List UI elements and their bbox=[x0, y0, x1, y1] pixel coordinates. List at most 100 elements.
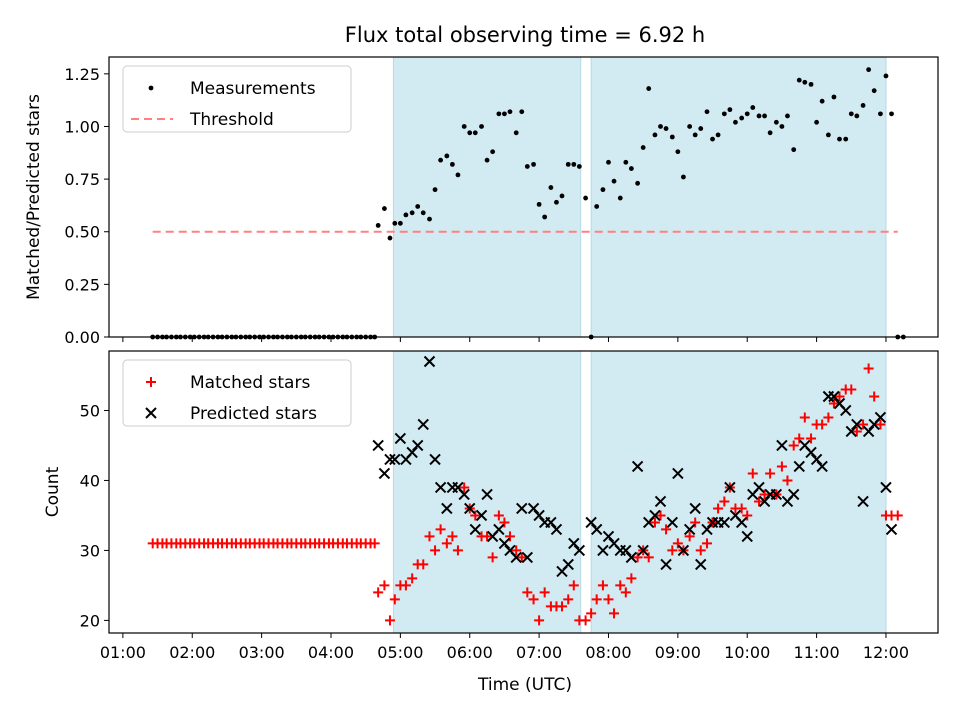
predicted-star-point bbox=[793, 460, 805, 473]
predicted-star-point bbox=[384, 453, 396, 466]
matched-star-point bbox=[892, 510, 903, 521]
predicted-star-point bbox=[510, 551, 522, 564]
predicted-star-point bbox=[776, 439, 788, 452]
matched-star-point bbox=[580, 615, 591, 626]
measurement-point bbox=[496, 111, 502, 117]
measurement-point bbox=[600, 187, 606, 193]
bottom-ytick-label: 40 bbox=[80, 471, 100, 490]
matched-star-point bbox=[435, 524, 446, 535]
bottom-ytick-label: 20 bbox=[80, 611, 100, 630]
measurement-point bbox=[831, 94, 837, 100]
bottom-legend: Matched stars Predicted stars bbox=[122, 359, 352, 427]
measurement-point bbox=[519, 109, 525, 115]
measurement-point bbox=[739, 115, 745, 121]
predicted-star-point bbox=[862, 425, 875, 438]
measurement-point bbox=[467, 130, 473, 136]
matched-star-point bbox=[373, 587, 384, 598]
top-ytick-label: 1.00 bbox=[64, 117, 100, 136]
predicted-star-point bbox=[394, 432, 407, 445]
predicted-star-point bbox=[464, 502, 476, 515]
measurement-point bbox=[658, 124, 663, 129]
measurement-point bbox=[392, 220, 398, 226]
measurement-point bbox=[871, 88, 877, 94]
top-series-measurements bbox=[150, 67, 906, 340]
predicted-star-point bbox=[677, 544, 690, 557]
matched-star-point bbox=[690, 517, 701, 528]
predicted-star-point bbox=[816, 460, 828, 473]
legend-entry-label: Matched stars bbox=[190, 373, 310, 393]
predicted-star-point bbox=[654, 495, 667, 508]
measurement-point bbox=[623, 159, 629, 165]
matched-star-point bbox=[389, 594, 400, 605]
predicted-star-point bbox=[660, 558, 672, 571]
measurement-point bbox=[444, 153, 450, 159]
matched-star-point bbox=[615, 580, 626, 591]
measurement-point bbox=[617, 195, 623, 201]
predicted-star-point bbox=[805, 446, 817, 459]
matched-star-point bbox=[487, 552, 498, 563]
predicted-star-point bbox=[417, 418, 429, 431]
top-ytick-label: 0.50 bbox=[64, 223, 100, 242]
top-ytick-label: 1.25 bbox=[64, 65, 100, 84]
predicted-star-point bbox=[874, 411, 887, 424]
predicted-star-point bbox=[845, 425, 857, 438]
predicted-star-point bbox=[637, 544, 649, 557]
matched-star-point bbox=[482, 531, 493, 542]
predicted-star-point bbox=[423, 355, 436, 368]
measurement-point bbox=[819, 98, 825, 104]
measurement-point bbox=[675, 149, 681, 155]
predicted-star-point bbox=[434, 481, 447, 494]
top-ytick-label: 0.00 bbox=[64, 328, 100, 347]
measurement-point bbox=[767, 130, 773, 136]
predicted-star-point bbox=[550, 523, 563, 536]
measurement-point bbox=[750, 105, 756, 110]
measurement-point bbox=[594, 204, 600, 209]
matched-star-point bbox=[817, 419, 828, 430]
matched-star-point bbox=[626, 573, 637, 584]
matched-star-point bbox=[863, 363, 874, 374]
measurement-point bbox=[606, 159, 611, 165]
predicted-star-point bbox=[695, 558, 707, 571]
legend-box bbox=[122, 65, 352, 133]
matched-star-point bbox=[719, 496, 730, 507]
measurement-point bbox=[715, 132, 721, 138]
matched-star-point bbox=[620, 587, 631, 598]
matched-star-point bbox=[643, 552, 654, 563]
matched-star-point bbox=[672, 538, 683, 549]
legend-entry-label: Measurements bbox=[190, 79, 316, 99]
predicted-star-point bbox=[683, 523, 696, 536]
measurement-point bbox=[548, 185, 554, 190]
predicted-star-point bbox=[597, 544, 609, 557]
matched-star-point bbox=[846, 384, 857, 395]
matched-star-point bbox=[794, 433, 805, 444]
measurement-point bbox=[559, 193, 565, 199]
matched-star-point bbox=[701, 538, 712, 549]
predicted-star-point bbox=[701, 523, 713, 536]
measurement-point bbox=[692, 132, 698, 138]
legend-dot-icon bbox=[148, 85, 154, 91]
predicted-star-point bbox=[758, 495, 771, 508]
matched-star-point bbox=[504, 531, 515, 542]
bottom-ytick-label: 50 bbox=[80, 401, 100, 420]
bottom-xtick-label: 05:00 bbox=[377, 643, 423, 662]
bottom-axes-frame bbox=[108, 350, 939, 634]
matched-star-point bbox=[875, 419, 886, 430]
measurement-point bbox=[791, 147, 797, 153]
matched-star-point bbox=[407, 573, 418, 584]
matched-star-point bbox=[539, 587, 550, 598]
legend-entry-label: Threshold bbox=[189, 110, 274, 130]
measurement-point bbox=[536, 201, 542, 207]
top-ytick-label: 0.25 bbox=[64, 275, 100, 294]
matched-star-point bbox=[447, 531, 458, 542]
matched-star-point bbox=[369, 538, 380, 549]
bottom-xtick-label: 07:00 bbox=[516, 643, 562, 662]
predicted-star-point bbox=[620, 544, 632, 557]
matched-star-point bbox=[568, 580, 579, 591]
bottom-shaded-region-1 bbox=[590, 350, 887, 634]
matched-star-point bbox=[834, 391, 845, 402]
measurement-point bbox=[721, 111, 727, 117]
matched-star-point bbox=[586, 608, 597, 619]
predicted-star-point bbox=[602, 530, 615, 543]
predicted-star-point bbox=[689, 502, 701, 515]
